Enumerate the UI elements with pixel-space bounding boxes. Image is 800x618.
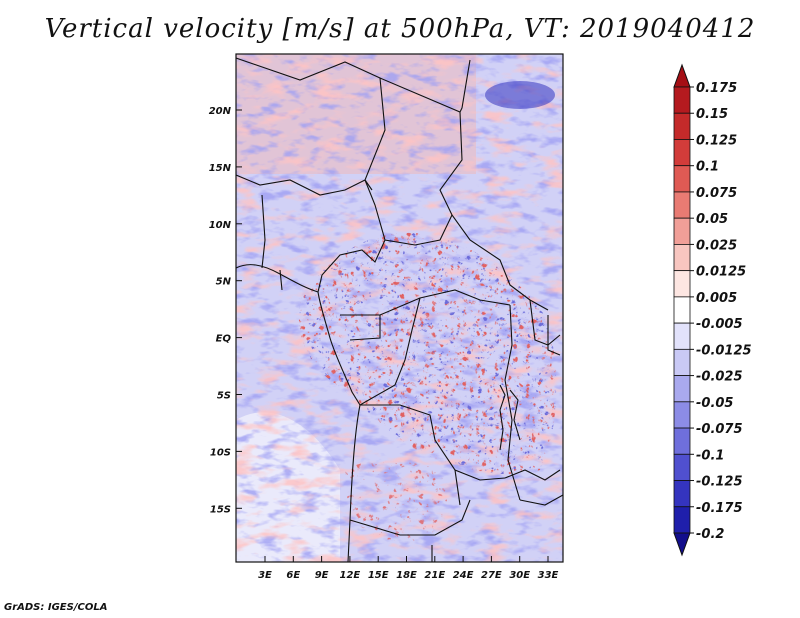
colorbar-label: 0.05 <box>696 212 728 227</box>
lon-tick-label: 24E <box>453 570 474 581</box>
lat-tick-label: 15S <box>210 504 231 515</box>
lon-tick-label: 30E <box>509 570 530 581</box>
lon-tick-label: 6E <box>286 570 300 581</box>
colorbar-swatch <box>673 191 691 219</box>
lon-tick-label: 15E <box>368 570 389 581</box>
lon-tick-label: 27E <box>481 570 502 581</box>
colorbar-swatch <box>673 139 691 167</box>
colorbar-label: -0.0125 <box>696 343 752 358</box>
colorbar-label: -0.05 <box>696 396 733 411</box>
lat-tick-label: 10S <box>210 447 231 458</box>
colorbar-swatch <box>673 427 691 455</box>
colorbar-label: 0.125 <box>696 133 737 148</box>
colorbar-swatch <box>673 401 691 429</box>
lat-tick-label: 5S <box>217 391 231 402</box>
colorbar-label: 0.025 <box>696 238 737 253</box>
lon-tick-label: 12E <box>340 570 361 581</box>
colorbar-label: -0.075 <box>696 422 743 437</box>
grads-credit: GrADS: IGES/COLA <box>4 602 108 613</box>
colorbar-swatch <box>673 296 691 324</box>
colorbar-swatch <box>673 375 691 403</box>
colorbar-swatch <box>673 86 691 114</box>
colorbar-label: 0.005 <box>696 291 737 306</box>
colorbar-label: 0.0125 <box>696 265 746 280</box>
colorbar-swatch <box>673 112 691 140</box>
colorbar-label: 0.075 <box>696 186 737 201</box>
colorbar-swatch <box>673 322 691 350</box>
colorbar-swatch <box>673 165 691 193</box>
colorbar-label: -0.2 <box>696 527 724 542</box>
colorbar-label: 0.175 <box>696 81 737 96</box>
lon-tick-label: 21E <box>424 570 445 581</box>
lat-tick-label: 15N <box>209 163 232 174</box>
colorbar-swatch <box>673 453 691 481</box>
colorbar-label: -0.005 <box>696 317 743 332</box>
map-frame <box>235 53 564 563</box>
colorbar-swatch <box>673 270 691 298</box>
colorbar-swatch <box>673 217 691 245</box>
colorbar-label: -0.175 <box>696 501 743 516</box>
lon-tick-label: 9E <box>315 570 329 581</box>
latitude-axis: 20N 15N 10N 5N EQ 5S 10S 15S <box>209 106 242 515</box>
lon-tick-label: 3E <box>258 570 272 581</box>
colorbar-label: -0.125 <box>696 475 743 490</box>
lat-tick-label: EQ <box>216 334 232 345</box>
lon-tick-label: 18E <box>396 570 417 581</box>
colorbar-label: 0.1 <box>696 160 719 175</box>
lat-tick-label: 20N <box>209 106 232 117</box>
colorbar-label: -0.025 <box>696 370 743 385</box>
colorbar: 0.175 0.15 0.125 0.1 0.075 0.05 0.025 0.0125 0.0… <box>673 63 752 557</box>
chart-title: Vertical velocity [m/s] at 500hPa, VT: 2… <box>44 14 756 44</box>
country-borders <box>236 57 563 562</box>
lat-tick-label: 5N <box>216 277 232 288</box>
colorbar-swatch <box>673 244 691 272</box>
colorbar-label: -0.1 <box>696 448 724 463</box>
map-panel <box>236 54 563 562</box>
colorbar-swatch <box>673 480 691 508</box>
colorbar-swatch <box>673 506 691 534</box>
longitude-axis: 3E 6E 9E 12E 15E 18E 21E 24E 27E 30E 33E <box>258 556 559 581</box>
lon-tick-label: 33E <box>538 570 559 581</box>
colorbar-bottom-arrow <box>673 532 691 557</box>
colorbar-swatch <box>673 348 691 376</box>
colorbar-top-arrow <box>673 63 691 88</box>
lat-tick-label: 10N <box>209 220 232 231</box>
colorbar-label: 0.15 <box>696 107 728 122</box>
